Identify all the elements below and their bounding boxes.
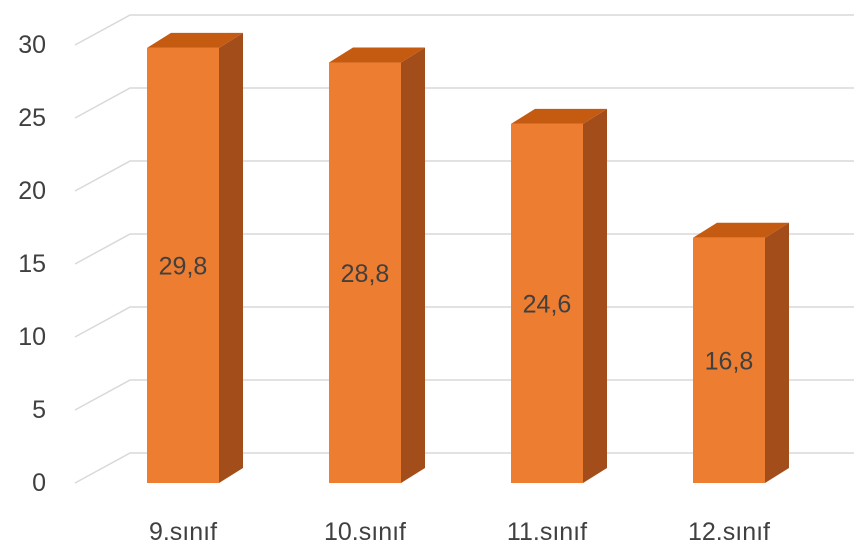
- gridline: [74, 14, 854, 46]
- bars: [147, 32, 789, 484]
- x-category-label: 9.sınıf: [149, 518, 217, 546]
- bar: [329, 62, 401, 484]
- y-axis-tick-labels: 0 5 10 15 20 25 30: [18, 31, 46, 497]
- gridline: [74, 452, 854, 484]
- y-tick-label: 30: [18, 31, 46, 59]
- y-tick-label: 10: [18, 323, 46, 351]
- bar-top: [693, 222, 789, 238]
- bar-top: [329, 47, 425, 63]
- y-tick-label: 25: [18, 104, 46, 132]
- bar: [147, 47, 219, 484]
- bar: [693, 237, 765, 483]
- gridline: [74, 87, 854, 119]
- data-label: 16,8: [705, 347, 754, 375]
- bar-side: [765, 222, 789, 483]
- y-tick-label: 0: [32, 469, 46, 497]
- gridline: [74, 306, 854, 338]
- bar-top: [511, 108, 607, 124]
- x-axis-category-labels: 9.sınıf 10.sınıf 11.sınıf 12.sınıf: [149, 518, 770, 546]
- data-label: 29,8: [159, 252, 208, 280]
- x-category-label: 10.sınıf: [324, 518, 406, 546]
- bar-side: [401, 47, 425, 484]
- data-label: 28,8: [341, 260, 390, 288]
- data-labels: 29,8 28,8 24,6 16,8: [159, 252, 754, 375]
- gridline: [74, 379, 854, 411]
- gridlines: [74, 14, 854, 484]
- bar-side: [219, 32, 243, 484]
- gridline: [74, 160, 854, 192]
- x-category-label: 12.sınıf: [688, 518, 770, 546]
- bar: [511, 123, 583, 483]
- y-tick-label: 5: [32, 396, 46, 424]
- y-tick-label: 15: [18, 250, 46, 278]
- bar-top: [147, 32, 243, 48]
- data-label: 24,6: [523, 290, 572, 318]
- bar-side: [583, 108, 607, 483]
- gridline: [74, 233, 854, 265]
- x-category-label: 11.sınıf: [507, 518, 587, 546]
- y-tick-label: 20: [18, 177, 46, 205]
